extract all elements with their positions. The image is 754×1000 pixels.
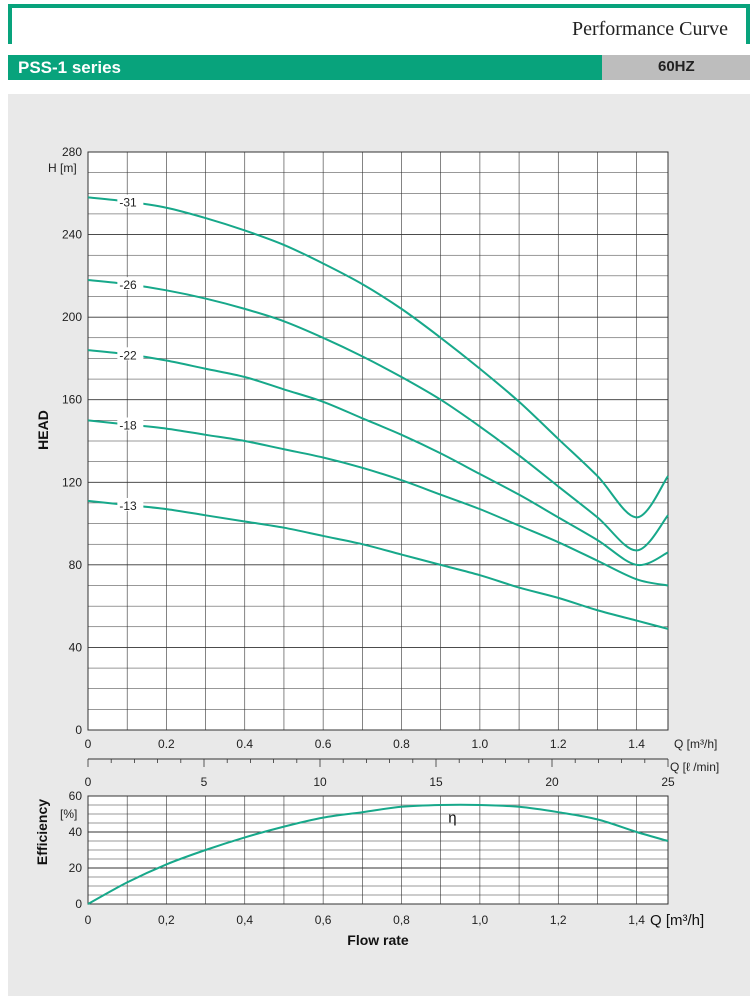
series-label: PSS-1 series xyxy=(18,58,122,77)
eff-y-tick-label: 0 xyxy=(75,897,82,911)
head-y-label: HEAD xyxy=(35,410,51,450)
eff-y-tick-label: 60 xyxy=(69,789,83,803)
head-y-unit: H [m] xyxy=(48,161,77,175)
curve-label-22: -22 xyxy=(119,348,137,362)
head-x-tick-label: 0.6 xyxy=(315,737,332,751)
lmin-tick-label: 15 xyxy=(429,775,443,789)
doc-title: Performance Curve xyxy=(571,18,728,40)
lmin-tick-label: 0 xyxy=(85,775,92,789)
head-y-tick-label: 40 xyxy=(69,640,83,654)
head-y-tick-label: 240 xyxy=(62,228,82,242)
head-x-tick-label: 0.2 xyxy=(158,737,175,751)
head-x-tick-label: 1.4 xyxy=(628,737,645,751)
head-x-tick-label: 1.2 xyxy=(550,737,567,751)
head-x-tick-label: 0 xyxy=(85,737,92,751)
eff-x-tick-label: 1,2 xyxy=(550,913,567,927)
curve-label-26: -26 xyxy=(119,278,137,292)
eff-x-tick-label: 0 xyxy=(85,913,92,927)
curve-label-bg xyxy=(117,497,144,511)
eff-x-tick-label: 1,4 xyxy=(628,913,645,927)
head-curve-18 xyxy=(87,419,669,587)
head-y-tick-label: 0 xyxy=(75,723,82,737)
head-x-tick-label: 0.8 xyxy=(393,737,410,751)
curve-label-18: -18 xyxy=(119,418,137,432)
efficiency-curve-label: η xyxy=(448,809,456,826)
frequency-bar: 60HZ xyxy=(602,55,750,80)
curve-label-bg xyxy=(117,277,144,291)
lmin-tick-label: 10 xyxy=(313,775,327,789)
head-y-tick-label: 160 xyxy=(62,393,82,407)
head-curve-22 xyxy=(87,349,669,567)
eff-x-tick-label: 1,0 xyxy=(472,913,489,927)
eff-y-tick-label: 20 xyxy=(69,861,83,875)
curve-label-31: -31 xyxy=(119,196,137,210)
lmin-tick-label: 25 xyxy=(661,775,675,789)
curve-label-13: -13 xyxy=(119,499,137,513)
head-y-tick-label: 80 xyxy=(69,558,83,572)
curve-label-bg xyxy=(117,417,144,431)
eff-x-tick-label: 0,8 xyxy=(393,913,410,927)
head-y-tick-label: 200 xyxy=(62,310,82,324)
head-curve-31 xyxy=(87,196,669,519)
frequency-label: 60HZ xyxy=(658,58,695,75)
header-frame: Performance Curve xyxy=(8,4,750,44)
head-curve-13 xyxy=(87,499,669,630)
lmin-axis-unit: Q [ℓ /min] xyxy=(670,760,719,774)
head-curve-26 xyxy=(87,278,669,552)
eff-y-tick-label: 40 xyxy=(69,825,83,839)
eff-x-unit: Q [m³/h] xyxy=(650,912,704,929)
curve-label-bg xyxy=(117,194,144,208)
head-x-unit: Q [m³/h] xyxy=(674,737,717,751)
lmin-tick-label: 5 xyxy=(201,775,208,789)
head-x-tick-label: 1.0 xyxy=(472,737,489,751)
head-x-tick-label: 0.4 xyxy=(236,737,253,751)
eff-x-tick-label: 0,2 xyxy=(158,913,175,927)
series-bar: PSS-1 series xyxy=(8,55,602,80)
head-y-tick-label: 120 xyxy=(62,475,82,489)
eff-y-label: Efficiency xyxy=(34,799,50,865)
curve-label-bg xyxy=(117,347,144,361)
eff-x-label: Flow rate xyxy=(347,932,409,948)
efficiency-curve xyxy=(87,803,669,905)
eff-x-tick-label: 0,6 xyxy=(315,913,332,927)
head-y-tick-label: 280 xyxy=(62,145,82,159)
eff-x-tick-label: 0,4 xyxy=(236,913,253,927)
eff-y-unit: [%] xyxy=(60,807,77,821)
lmin-tick-label: 20 xyxy=(545,775,559,789)
